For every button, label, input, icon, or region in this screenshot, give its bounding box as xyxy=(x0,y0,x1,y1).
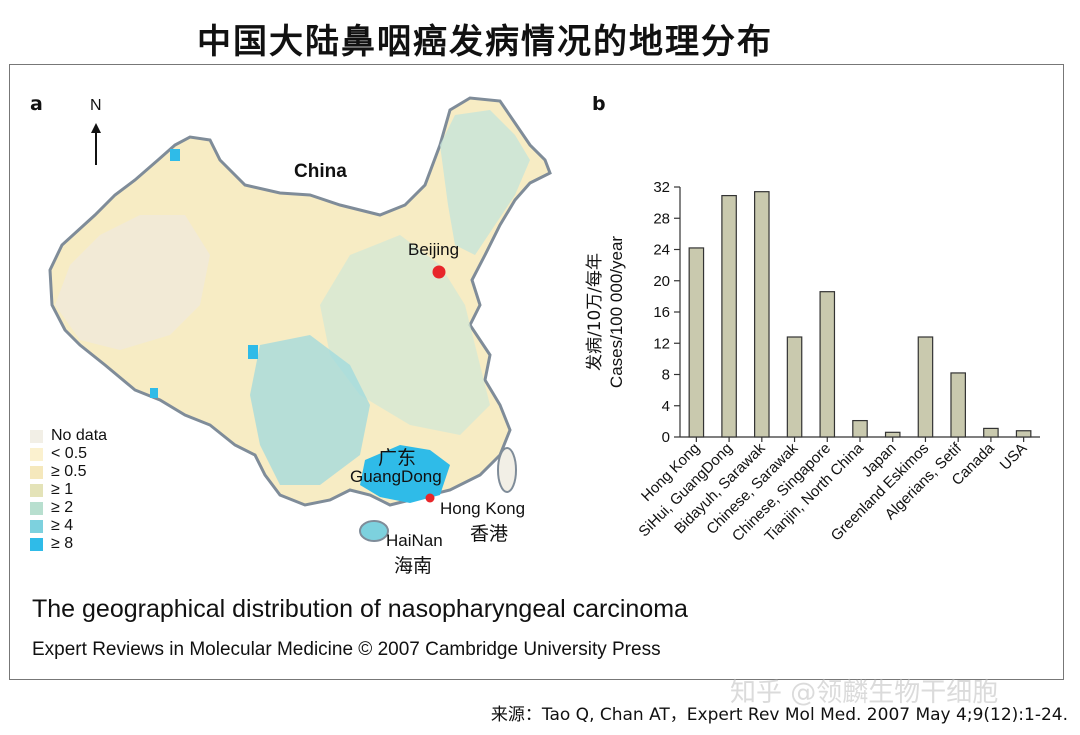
legend-swatch xyxy=(30,447,43,461)
legend-label: < 0.5 xyxy=(51,445,88,462)
y-tick-label: 24 xyxy=(653,242,670,259)
legend-swatch xyxy=(30,519,43,533)
guangdong-en-label: GuangDong xyxy=(350,467,442,486)
page-title: 中国大陆鼻咽癌发病情况的地理分布 xyxy=(197,22,773,62)
hongkong-point xyxy=(425,493,435,503)
beijing-label: Beijing xyxy=(408,240,460,259)
figure-frame: a b xyxy=(9,64,1064,680)
y-tick-label: 12 xyxy=(653,335,670,352)
legend-swatch xyxy=(30,429,43,443)
bar xyxy=(884,431,901,438)
y-axis-label-cn: 发病/10万/每年 xyxy=(585,253,605,371)
panel-b-letter: b xyxy=(592,93,606,115)
legend-label: ≥ 0.5 xyxy=(51,463,87,480)
y-tick-label: 32 xyxy=(653,179,670,196)
hotspot xyxy=(248,345,258,359)
beijing-point xyxy=(432,265,446,279)
legend-label: ≥ 8 xyxy=(51,535,74,552)
hongkong-en-label: Hong Kong xyxy=(440,499,526,518)
y-tick-label: 16 xyxy=(653,304,670,321)
panel-a-letter: a xyxy=(30,93,43,115)
bar xyxy=(983,427,999,438)
y-axis-label-en: Cases/100 000/year xyxy=(607,236,626,388)
bar xyxy=(754,191,770,438)
legend-label: ≥ 1 xyxy=(51,481,74,498)
legend-label: ≥ 4 xyxy=(51,517,74,534)
y-tick-label: 8 xyxy=(662,367,670,384)
watermark: 知乎 @领麟生物干细胞 xyxy=(730,678,999,708)
bar xyxy=(1015,430,1032,438)
bar xyxy=(721,194,737,438)
y-tick-label: 0 xyxy=(662,429,670,446)
legend-item: ≥ 2 xyxy=(30,499,107,517)
bar xyxy=(852,419,868,438)
legend-swatch xyxy=(30,465,43,479)
legend-item: ≥ 0.5 xyxy=(30,463,107,481)
legend-swatch xyxy=(30,501,43,515)
china-map xyxy=(48,96,552,542)
bar xyxy=(917,336,934,438)
legend-swatch xyxy=(30,537,43,551)
bar xyxy=(950,372,966,438)
bar xyxy=(786,336,803,438)
country-label: China xyxy=(294,161,347,182)
northeast-region xyxy=(440,110,530,255)
figure-credit: Expert Reviews in Molecular Medicine © 2… xyxy=(32,639,661,660)
hainan-en-label: HaiNan xyxy=(386,531,443,550)
bar xyxy=(688,247,705,438)
hainan-cn-label: 海南 xyxy=(394,555,433,577)
hotspot xyxy=(150,388,158,398)
legend-swatch xyxy=(30,483,43,497)
x-tick-label: USA xyxy=(997,440,1031,474)
western-region xyxy=(55,215,210,350)
hongkong-cn-label: 香港 xyxy=(470,523,509,545)
legend-item: ≥ 4 xyxy=(30,517,107,535)
y-tick-label: 4 xyxy=(662,398,670,415)
legend-item: < 0.5 xyxy=(30,445,107,463)
figure-title: The geographical distribution of nasopha… xyxy=(32,595,688,623)
hainan-island xyxy=(359,520,389,542)
north-arrow xyxy=(91,123,101,165)
y-tick-label: 28 xyxy=(653,210,670,227)
bar xyxy=(819,291,836,438)
north-label: N xyxy=(90,97,102,114)
legend-item: ≥ 8 xyxy=(30,535,107,553)
southwest-region xyxy=(250,335,370,485)
guangdong-region xyxy=(360,445,450,503)
legend-item: ≥ 1 xyxy=(30,481,107,499)
map-legend: No data < 0.5 ≥ 0.5 ≥ 1 ≥ 2 ≥ 4 xyxy=(30,427,107,553)
legend-item: No data xyxy=(30,427,107,445)
y-tick-label: 20 xyxy=(653,273,670,290)
source-citation: 来源：Tao Q, Chan AT，Expert Rev Mol Med. 20… xyxy=(490,705,1068,725)
legend-label: ≥ 2 xyxy=(51,499,74,516)
legend-label: No data xyxy=(51,427,108,444)
guangdong-cn-label: 广东 xyxy=(378,447,417,469)
taiwan-island xyxy=(497,447,517,493)
hotspot xyxy=(170,149,180,161)
east-region xyxy=(320,235,490,435)
